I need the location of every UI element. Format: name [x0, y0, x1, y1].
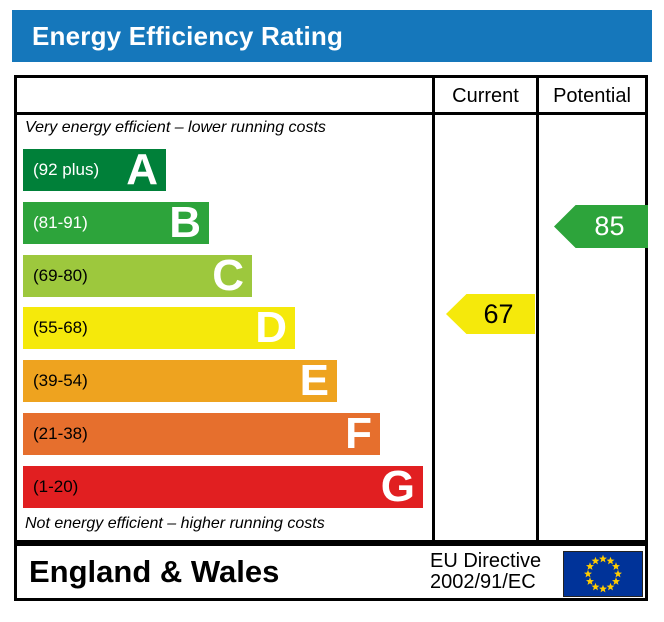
current-rating-arrow: 67: [446, 294, 535, 334]
column-divider-current: [432, 78, 435, 540]
footer-bar: England & Wales EU Directive 2002/91/EC: [14, 543, 648, 601]
band-row-e: (39-54) E: [23, 356, 337, 405]
band-letter: C: [212, 251, 244, 300]
column-header-current: Current: [452, 85, 519, 107]
potential-rating-arrow: 85: [554, 205, 648, 248]
band-letter: E: [299, 356, 329, 405]
eu-directive-label: EU Directive 2002/91/EC: [430, 551, 541, 593]
band-range-label: (1-20): [33, 477, 79, 496]
band-range-label: (92 plus): [33, 160, 100, 179]
band-letter: G: [380, 462, 415, 511]
band-range-label: (55-68): [33, 318, 88, 337]
header-divider: [17, 112, 645, 115]
band-row-a: (92 plus) A: [23, 145, 166, 194]
band-range-label: (69-80): [33, 266, 88, 285]
current-rating-value: 67: [483, 298, 514, 329]
eu-directive-line1: EU Directive: [430, 550, 542, 572]
column-header-potential: Potential: [553, 85, 631, 107]
band-row-b: (81-91) B: [23, 198, 209, 247]
caption-very-efficient: Very energy efficient – lower running co…: [25, 119, 326, 136]
band-letter: F: [345, 409, 372, 458]
region-label: England & Wales: [29, 554, 280, 589]
column-divider-potential: [536, 78, 539, 540]
title-bar: Energy Efficiency Rating: [12, 10, 652, 62]
band-row-c: (69-80) C: [23, 251, 252, 300]
band-range-label: (81-91): [33, 213, 88, 232]
page-title: Energy Efficiency Rating: [32, 20, 344, 51]
band-letter: D: [255, 303, 287, 352]
potential-rating-value: 85: [594, 211, 625, 241]
eu-directive-line2: 2002/91/EC: [430, 571, 536, 593]
band-row-g: (1-20) G: [23, 462, 423, 511]
band-row-f: (21-38) F: [23, 409, 380, 458]
eu-flag-icon: [563, 551, 643, 597]
band-letter: B: [169, 198, 201, 247]
band-range-label: (21-38): [33, 424, 88, 443]
rating-table: Current Potential Very energy efficient …: [14, 75, 648, 543]
band-range-label: (39-54): [33, 371, 88, 390]
band-letter: A: [126, 145, 158, 194]
band-row-d: (55-68) D: [23, 303, 295, 352]
caption-not-efficient: Not energy efficient – higher running co…: [25, 515, 325, 532]
